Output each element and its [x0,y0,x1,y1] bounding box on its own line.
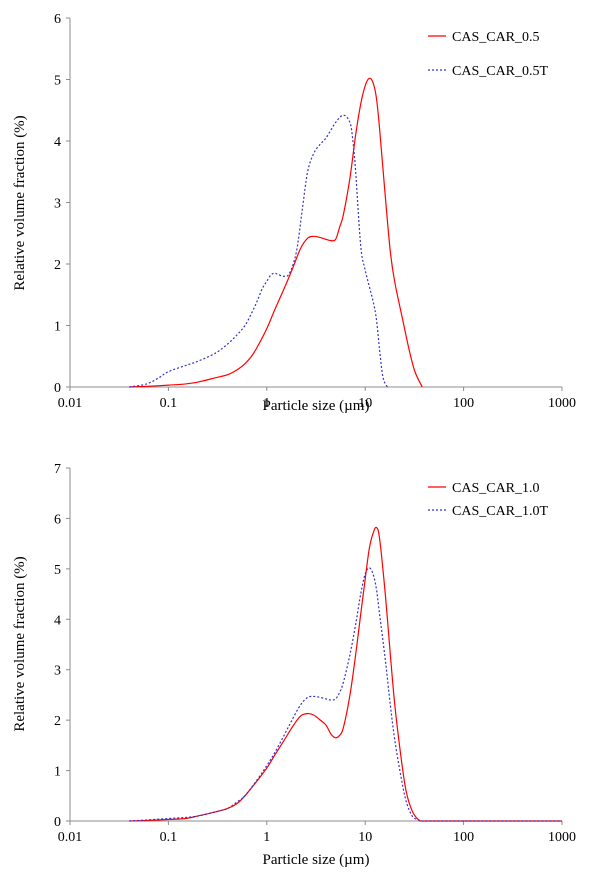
y-axis-label: Relative volume fraction (%) [12,115,28,290]
x-tick-label: 100 [453,396,474,411]
y-tick-label: 1 [54,765,61,780]
legend: CAS_CAR_1.0 CAS_CAR_1.0T [428,481,549,519]
y-tick-label: 6 [54,512,61,527]
x-tick-label: 1000 [548,830,576,845]
y-tick-label: 3 [54,664,61,679]
chart-bottom: 0 1 2 3 4 5 6 7 0.01 0.1 1 10 100 1000 Particle size… [12,462,576,868]
y-tick-label: 1 [54,320,61,335]
x-tick-label: 100 [453,830,474,845]
chart-top: 0 1 2 3 4 5 6 0.01 0.1 1 10 100 1000 Particle size … [12,12,576,414]
x-tick-label: 1000 [548,396,576,411]
series-line-1 [129,526,562,822]
y-tick-label: 6 [54,12,61,27]
x-tick-label: 0.01 [58,830,83,845]
series-line-2 [129,114,389,388]
x-axis-label: Particle size (µm) [263,398,370,414]
x-tick-label: 1 [263,396,270,411]
y-axis-label: Relative volume fraction (%) [12,556,28,731]
y-tick-label: 5 [54,74,61,89]
series-line-2 [129,567,562,822]
y-tick-label: 3 [54,197,61,212]
x-tick-label: 10 [358,830,372,845]
y-tick-label: 0 [54,381,61,396]
y-tick-label: 7 [54,462,61,477]
series-line-1 [129,77,423,388]
legend-entry-series-2: CAS_CAR_1.0T [452,504,549,519]
x-tick-label: 0.01 [58,396,83,411]
y-tick-label: 2 [54,258,61,273]
legend-entry-series-1: CAS_CAR_1.0 [452,481,540,496]
y-tick-label: 5 [54,563,61,578]
x-tick-label: 0.1 [160,830,178,845]
x-tick-label: 10 [358,396,372,411]
y-tick-label: 4 [54,135,61,150]
x-axis-label: Particle size (µm) [263,852,370,868]
y-tick-label: 4 [54,613,61,628]
x-tick-label: 0.1 [160,396,178,411]
legend-entry-series-1: CAS_CAR_0.5 [452,30,540,45]
legend-entry-series-2: CAS_CAR_0.5T [452,64,549,79]
legend: CAS_CAR_0.5 CAS_CAR_0.5T [428,30,549,79]
x-tick-label: 1 [263,830,270,845]
y-tick-label: 2 [54,714,61,729]
y-tick-label: 0 [54,815,61,830]
